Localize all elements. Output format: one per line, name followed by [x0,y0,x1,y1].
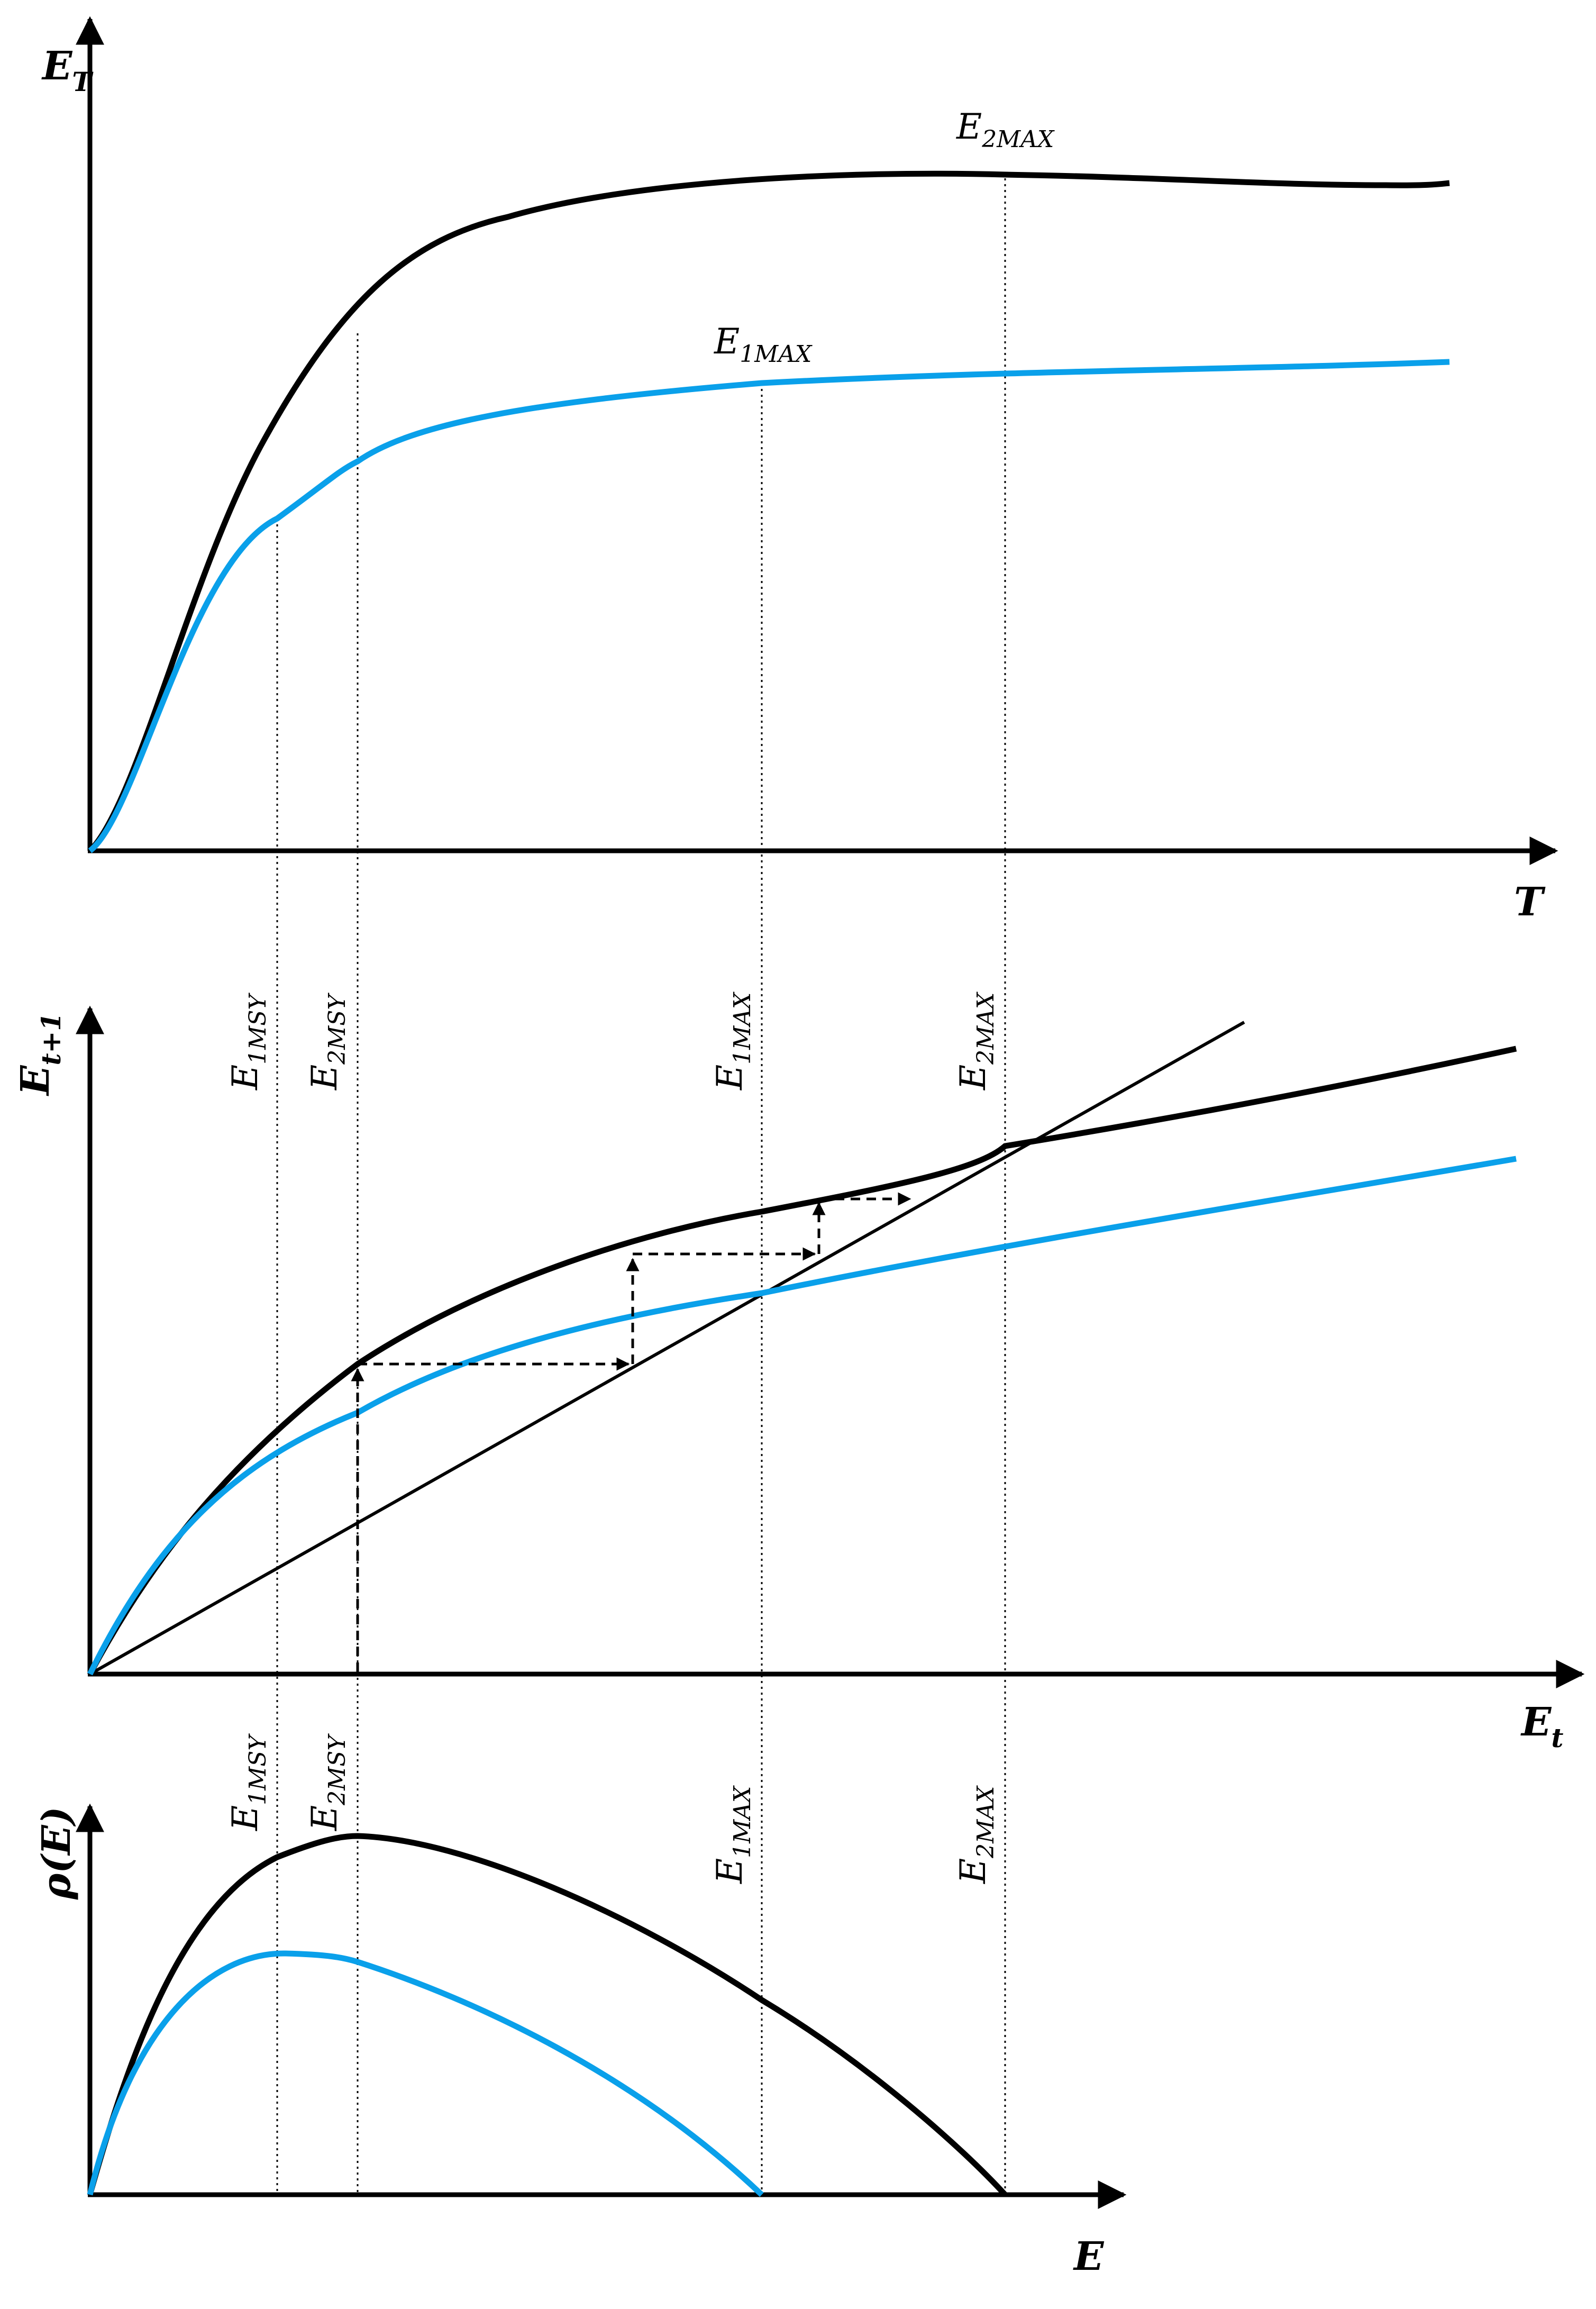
panel-bot: ρ(E) E [34,1803,1127,2279]
label-e2msy-mid-top: E2MSY [304,993,351,1090]
mid-ylabel: Et+1 [13,1013,67,1096]
label-e1msy-mid-top: E1MSY [225,993,271,1090]
top-xlabel: T [1514,879,1546,925]
panel-top: ET T E2MAX E1MAX [41,16,1558,925]
mid-xlabel: Et [1520,1699,1564,1753]
guide-lines [276,172,1006,2195]
label-e2max-top: E2MAX [956,106,1055,153]
bot-ylabel: ρ(E) [34,1806,79,1900]
label-e2msy-mid-bottom: E2MSY [304,1733,351,1831]
bot-xlabel: E [1073,2234,1105,2279]
top-curve-black [88,170,1450,853]
label-e1max-top: E1MAX [714,321,813,368]
label-e1max-mid-top: E1MAX [709,992,756,1090]
top-ylabel: ET [41,43,94,97]
mid-curve-black [87,1046,1517,1676]
mid-curve-blue [87,1156,1517,1676]
label-e2max-mid-bottom: E2MAX [953,1785,999,1884]
top-curve-blue [88,359,1450,853]
bot-curve-black [87,1833,1008,2197]
cobweb-path [351,1192,911,1672]
label-e1max-mid-bottom: E1MAX [709,1785,756,1884]
label-e1msy-mid-bottom: E1MSY [225,1733,271,1831]
label-e2max-mid-top: E2MAX [953,992,999,1090]
panel-mid: Et+1 Et E1MSY E2MSY E1MAX E2MAX E1MSY E2… [13,992,1585,1884]
bot-curve-blue [87,1950,764,2197]
mid-replacement-line [89,1021,1245,1676]
